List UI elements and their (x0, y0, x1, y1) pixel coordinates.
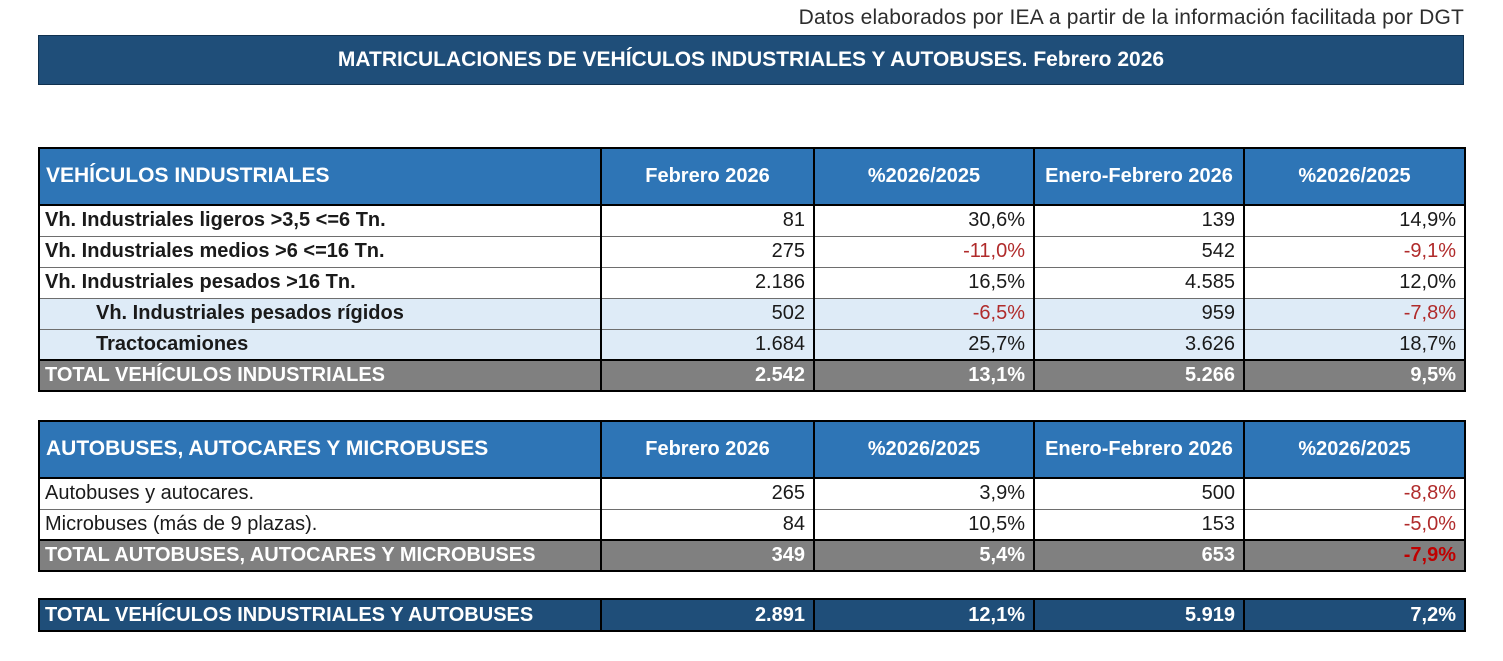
table-row-sub: Tractocamiones 1.684 25,7% 3.626 18,7% (39, 328, 1465, 360)
cell-value: 153 (1033, 508, 1244, 540)
cell-value-negative: -9,1% (1243, 235, 1465, 267)
grand-total-value: 7,2% (1243, 599, 1465, 631)
total-cell-value: 5.266 (1033, 359, 1244, 391)
industrial-vehicles-table: VEHÍCULOS INDUSTRIALES Febrero 2026 %202… (38, 147, 1466, 392)
table-row: Vh. Industriales ligeros >3,5 <=6 Tn. 81… (39, 205, 1465, 236)
report-title-bar: MATRICULACIONES DE VEHÍCULOS INDUSTRIALE… (38, 35, 1464, 85)
grand-total-value: 12,1% (813, 599, 1034, 631)
cell-value: 16,5% (813, 266, 1034, 298)
table-row: Vh. Industriales pesados >16 Tn. 2.186 1… (39, 266, 1465, 298)
cell-value: 4.585 (1033, 266, 1244, 298)
column-header-ytd: Enero-Febrero 2026 (1033, 421, 1244, 479)
cell-value: 542 (1033, 235, 1244, 267)
row-label: Vh. Industriales pesados rígidos (39, 297, 601, 329)
total-cell-value-negative: -7,9% (1243, 539, 1465, 571)
total-cell-value: 5,4% (813, 539, 1034, 571)
row-label: Microbuses (más de 9 plazas). (39, 508, 601, 540)
source-note: Datos elaborados por IEA a partir de la … (798, 6, 1464, 29)
row-label: Vh. Industriales pesados >16 Tn. (39, 266, 601, 298)
table-header-row: VEHÍCULOS INDUSTRIALES Febrero 2026 %202… (39, 148, 1465, 206)
cell-value: 84 (600, 508, 814, 540)
table-header-row: AUTOBUSES, AUTOCARES Y MICROBUSES Febrer… (39, 421, 1465, 479)
total-row-label: TOTAL AUTOBUSES, AUTOCARES Y MICROBUSES (39, 539, 601, 571)
row-label: Autobuses y autocares. (45, 482, 255, 505)
total-cell-value: 653 (1033, 539, 1244, 571)
total-row-label: TOTAL VEHÍCULOS INDUSTRIALES (39, 359, 601, 391)
grand-total-value: 5.919 (1033, 599, 1244, 631)
table-row: Autobuses y autocares. 265 3,9% 500 -8,8… (39, 478, 1465, 509)
grand-total-row: TOTAL VEHÍCULOS INDUSTRIALES Y AUTOBUSES… (39, 599, 1465, 631)
cell-value-negative: -8,8% (1243, 478, 1465, 509)
column-header-pct-month: %2026/2025 (813, 421, 1034, 479)
cell-value: 959 (1033, 297, 1244, 329)
cell-value: 81 (600, 205, 814, 236)
cell-value-negative: -5,0% (1243, 508, 1465, 540)
report-title: MATRICULACIONES DE VEHÍCULOS INDUSTRIALE… (337, 48, 1165, 71)
total-cell-value: 2.542 (600, 359, 814, 391)
cell-value: 1.684 (600, 328, 814, 360)
table-row: Microbuses (más de 9 plazas). 84 10,5% 1… (39, 508, 1465, 540)
cell-value: 502 (600, 297, 814, 329)
grand-total-label: TOTAL VEHÍCULOS INDUSTRIALES Y AUTOBUSES (39, 599, 601, 631)
total-cell-value: 9,5% (1243, 359, 1465, 391)
cell-value: 2.186 (600, 266, 814, 298)
column-header-ytd: Enero-Febrero 2026 (1033, 148, 1244, 206)
column-header-section: AUTOBUSES, AUTOCARES Y MICROBUSES (39, 421, 601, 479)
column-header-month: Febrero 2026 (600, 148, 814, 206)
table-row-sub: Vh. Industriales pesados rígidos 502 -6,… (39, 297, 1465, 329)
cell-value: 500 (1033, 478, 1244, 509)
total-cell-value: 13,1% (813, 359, 1034, 391)
buses-table: AUTOBUSES, AUTOCARES Y MICROBUSES Febrer… (38, 420, 1466, 572)
cell-value: 10,5% (813, 508, 1034, 540)
cell-value: 3,9% (813, 478, 1034, 509)
grand-total-value: 2.891 (600, 599, 814, 631)
table-row: Vh. Industriales medios >6 <=16 Tn. 275 … (39, 235, 1465, 267)
cell-value-negative: -7,8% (1243, 297, 1465, 329)
cell-value: 12,0% (1243, 266, 1465, 298)
row-label: Tractocamiones (39, 328, 601, 360)
column-header-section: VEHÍCULOS INDUSTRIALES (39, 148, 601, 206)
total-cell-value: 349 (600, 539, 814, 571)
row-label: Vh. Industriales ligeros >3,5 <=6 Tn. (45, 209, 386, 232)
row-label: Vh. Industriales medios >6 <=16 Tn. (39, 235, 601, 267)
table-total-row: TOTAL AUTOBUSES, AUTOCARES Y MICROBUSES … (39, 539, 1465, 571)
column-header-pct-ytd: %2026/2025 (1243, 421, 1465, 479)
column-header-month: Febrero 2026 (600, 421, 814, 479)
table-total-row: TOTAL VEHÍCULOS INDUSTRIALES 2.542 13,1%… (39, 359, 1465, 391)
cell-value: 3.626 (1033, 328, 1244, 360)
cell-value: 14,9% (1243, 205, 1465, 236)
column-header-pct-month: %2026/2025 (813, 148, 1034, 206)
column-header-pct-ytd: %2026/2025 (1243, 148, 1465, 206)
cell-value-negative: -6,5% (813, 297, 1034, 329)
grand-total-table: TOTAL VEHÍCULOS INDUSTRIALES Y AUTOBUSES… (38, 598, 1466, 632)
cell-value: 18,7% (1243, 328, 1465, 360)
cell-value: 30,6% (813, 205, 1034, 236)
cell-value-negative: -11,0% (813, 235, 1034, 267)
cell-value: 265 (600, 478, 814, 509)
cell-value: 25,7% (813, 328, 1034, 360)
cell-value: 275 (600, 235, 814, 267)
cell-value: 139 (1033, 205, 1244, 236)
